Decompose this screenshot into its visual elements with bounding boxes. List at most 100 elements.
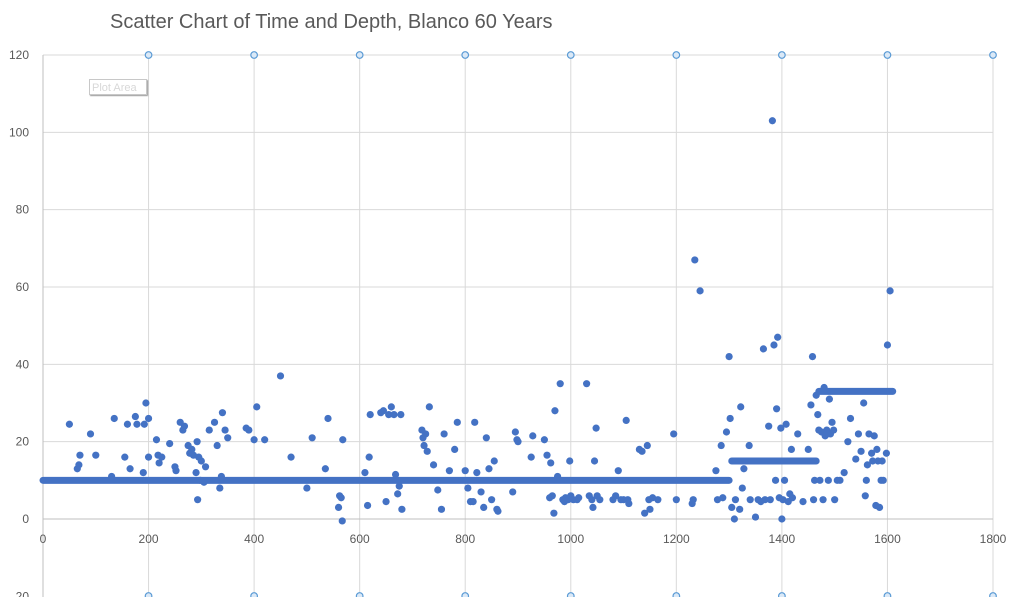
selection-handle[interactable] [989, 51, 997, 59]
y-tick-label: 100 [9, 125, 29, 139]
data-point [366, 411, 374, 419]
data-point [712, 467, 720, 475]
data-point [794, 430, 802, 438]
selection-handles[interactable] [144, 51, 997, 597]
data-point [852, 455, 860, 463]
data-point [670, 430, 678, 438]
data-point [814, 411, 822, 419]
y-tick-label: 20 [16, 435, 30, 449]
data-point [689, 496, 697, 504]
data-point [808, 353, 817, 361]
data-point [590, 457, 599, 465]
data-point [778, 515, 786, 523]
selection-handle[interactable] [989, 592, 997, 597]
data-point [768, 117, 776, 125]
data-point [425, 403, 433, 411]
data-point [788, 494, 797, 502]
data-point [142, 399, 150, 407]
data-point [385, 411, 393, 419]
data-point [440, 430, 448, 438]
data-point [766, 496, 774, 504]
selection-handle[interactable] [672, 592, 681, 597]
data-point [771, 476, 780, 484]
data-point [551, 407, 559, 415]
data-point [133, 420, 141, 428]
selection-handle[interactable] [883, 51, 892, 59]
data-point [878, 457, 886, 465]
data-point [453, 418, 461, 426]
data-point [131, 412, 139, 421]
data-point [860, 399, 868, 407]
data-point [722, 428, 731, 436]
data-point [740, 465, 748, 473]
data-point [188, 445, 196, 453]
data-point [759, 345, 768, 353]
x-tick-label: 400 [244, 532, 264, 546]
data-point [751, 513, 760, 521]
data-point [612, 492, 620, 500]
data-point [736, 505, 744, 513]
data-point [75, 461, 83, 469]
data-point [123, 420, 132, 428]
selection-handle[interactable] [250, 592, 259, 597]
data-point [641, 509, 649, 517]
selection-handle[interactable] [883, 592, 892, 597]
selection-handle[interactable] [355, 51, 364, 59]
x-tick-label: 1800 [980, 532, 1007, 546]
data-point [857, 447, 865, 455]
data-point [365, 453, 373, 461]
data-point [218, 409, 227, 417]
data-point [548, 492, 556, 500]
x-tick-label: 0 [40, 532, 47, 546]
data-point [422, 430, 430, 438]
data-point [140, 420, 148, 428]
data-point [809, 496, 818, 504]
y-tick-label: 60 [16, 280, 30, 294]
data-point [566, 457, 574, 465]
chart-title: Scatter Chart of Time and Depth, Blanco … [110, 11, 552, 33]
data-point [485, 465, 493, 473]
selection-handle[interactable] [355, 592, 364, 597]
data-point [825, 395, 833, 403]
data-point [245, 426, 253, 434]
data-point [482, 434, 490, 442]
data-point [799, 498, 807, 506]
data-point [339, 436, 347, 444]
selection-handle[interactable] [566, 51, 575, 59]
data-point [210, 418, 219, 426]
data-points [65, 117, 894, 525]
data-point [868, 449, 876, 457]
data-point [490, 457, 498, 465]
data-point [338, 517, 346, 525]
selection-handle[interactable] [672, 51, 681, 59]
selection-handle[interactable] [250, 51, 259, 59]
selection-handle[interactable] [777, 592, 786, 597]
x-tick-label: 1600 [874, 532, 901, 546]
data-point [588, 496, 596, 504]
data-point [473, 469, 481, 477]
data-point [787, 445, 795, 453]
data-point [873, 445, 881, 453]
data-point [324, 414, 332, 423]
data-point [824, 476, 832, 484]
data-point [197, 457, 205, 465]
selection-handle[interactable] [144, 592, 153, 597]
data-point [782, 420, 790, 428]
data-point [717, 441, 725, 450]
selection-handle[interactable] [144, 51, 153, 59]
selection-handle[interactable] [777, 51, 786, 59]
data-point [761, 496, 769, 504]
selection-handle[interactable] [461, 592, 470, 597]
data-point [108, 472, 116, 481]
data-point [224, 434, 232, 442]
data-point [451, 445, 459, 453]
data-point [126, 465, 134, 473]
data-point [646, 505, 654, 513]
selection-handle[interactable] [566, 592, 575, 597]
data-point [477, 488, 485, 496]
data-point [200, 478, 208, 486]
data-point [321, 465, 329, 473]
data-point [445, 467, 453, 475]
selection-handle[interactable] [461, 51, 470, 59]
data-point [529, 432, 537, 440]
